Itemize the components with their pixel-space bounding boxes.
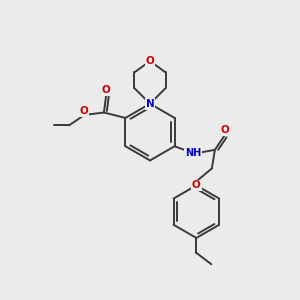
Text: NH: NH <box>185 148 201 158</box>
Text: O: O <box>102 85 111 95</box>
Text: O: O <box>80 106 88 116</box>
Text: O: O <box>221 125 230 135</box>
Text: N: N <box>146 99 154 109</box>
Text: O: O <box>192 180 201 190</box>
Text: O: O <box>146 56 154 66</box>
